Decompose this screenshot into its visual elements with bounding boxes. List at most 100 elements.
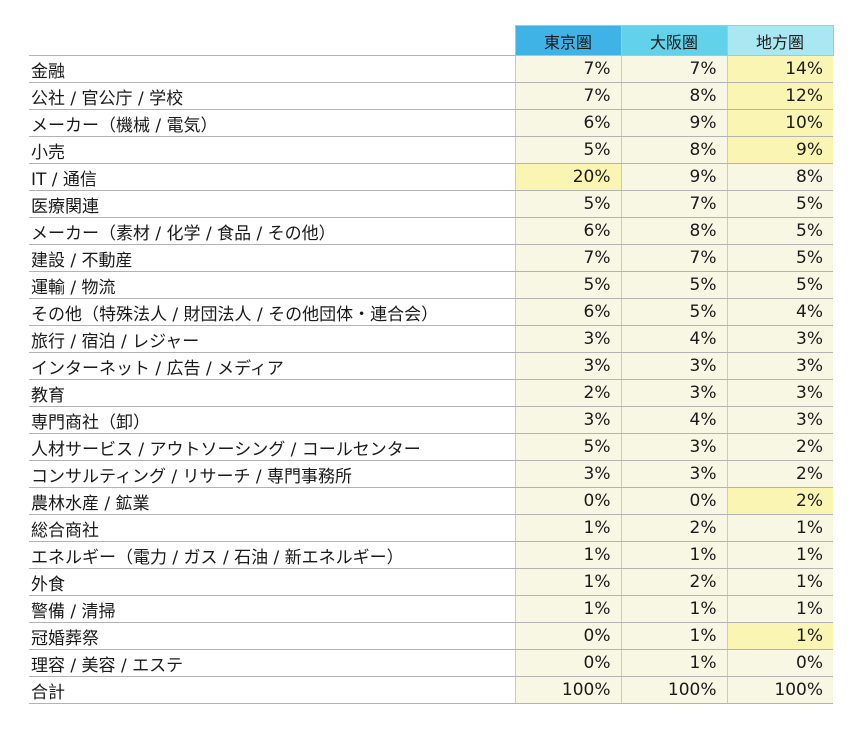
local-value: 5%	[726, 271, 833, 299]
table-row: 理容 / 美容 / エステ 0% 1% 0%	[29, 649, 833, 677]
row-label: 専門商社（卸）	[29, 406, 515, 434]
row-label: メーカー（機械 / 電気）	[29, 109, 515, 137]
tokyo-value: 6%	[514, 298, 621, 326]
local-value: 1%	[726, 541, 833, 569]
row-label: 総合商社	[29, 514, 515, 542]
local-value: 14%	[726, 55, 833, 83]
osaka-value: 9%	[620, 109, 727, 137]
tokyo-value: 0%	[514, 487, 621, 515]
osaka-value: 1%	[620, 649, 727, 677]
tokyo-value: 6%	[514, 217, 621, 245]
local-value: 2%	[726, 433, 833, 461]
row-label: 公社 / 官公庁 / 学校	[29, 82, 515, 110]
osaka-value: 5%	[620, 298, 727, 326]
osaka-value: 1%	[620, 595, 727, 623]
table-row: インターネット / 広告 / メディア 3% 3% 3%	[29, 352, 833, 380]
tokyo-value: 3%	[514, 352, 621, 380]
tokyo-value: 0%	[514, 622, 621, 650]
row-label: 理容 / 美容 / エステ	[29, 649, 515, 677]
row-label: メーカー（素材 / 化学 / 食品 / その他）	[29, 217, 515, 245]
tokyo-value: 1%	[514, 514, 621, 542]
table-row: エネルギー（電力 / ガス / 石油 / 新エネルギー） 1% 1% 1%	[29, 541, 833, 569]
table-row: 専門商社（卸） 3% 4% 3%	[29, 406, 833, 434]
row-label: 人材サービス / アウトソーシング / コールセンター	[29, 433, 515, 461]
industry-share-table: 東京圏 大阪圏 地方圏 金融 7% 7% 14% 公社 / 官公庁 / 学校 7% 8% 12…	[29, 25, 834, 704]
local-value: 4%	[726, 298, 833, 326]
row-label: その他（特殊法人 / 財団法人 / その他団体・連合会）	[29, 298, 515, 326]
osaka-value: 3%	[620, 352, 727, 380]
osaka-value: 8%	[620, 217, 727, 245]
table-row: 農林水産 / 鉱業 0% 0% 2%	[29, 487, 833, 515]
table-row: 合計 100% 100% 100%	[29, 676, 833, 704]
tokyo-value: 5%	[514, 271, 621, 299]
local-value: 3%	[726, 352, 833, 380]
osaka-value: 3%	[620, 433, 727, 461]
tokyo-value: 5%	[514, 433, 621, 461]
osaka-value: 2%	[620, 514, 727, 542]
row-label: 医療関連	[29, 190, 515, 218]
local-value: 3%	[726, 325, 833, 353]
local-value: 9%	[726, 136, 833, 164]
tokyo-value: 3%	[514, 406, 621, 434]
osaka-value: 7%	[620, 55, 727, 83]
table-row: 運輸 / 物流 5% 5% 5%	[29, 271, 833, 299]
header-row: 東京圏 大阪圏 地方圏	[29, 25, 834, 56]
table-row: コンサルティング / リサーチ / 専門事務所 3% 3% 2%	[29, 460, 833, 488]
tokyo-value: 7%	[514, 55, 621, 83]
local-value: 0%	[726, 649, 833, 677]
osaka-value: 5%	[620, 271, 727, 299]
local-value: 3%	[726, 379, 833, 407]
row-label: エネルギー（電力 / ガス / 石油 / 新エネルギー）	[29, 541, 515, 569]
table-row: 小売 5% 8% 9%	[29, 136, 833, 164]
row-label: 外食	[29, 568, 515, 596]
local-value: 2%	[726, 487, 833, 515]
row-label: 警備 / 清掃	[29, 595, 515, 623]
tokyo-value: 7%	[514, 244, 621, 272]
local-value: 10%	[726, 109, 833, 137]
osaka-value: 3%	[620, 379, 727, 407]
tokyo-value: 5%	[514, 190, 621, 218]
table-row: メーカー（素材 / 化学 / 食品 / その他） 6% 8% 5%	[29, 217, 833, 245]
osaka-value: 2%	[620, 568, 727, 596]
header-tokyo: 東京圏	[514, 25, 622, 56]
tokyo-value: 1%	[514, 595, 621, 623]
row-label: 旅行 / 宿泊 / レジャー	[29, 325, 515, 353]
local-value: 3%	[726, 406, 833, 434]
osaka-value: 1%	[620, 541, 727, 569]
row-label: インターネット / 広告 / メディア	[29, 352, 515, 380]
osaka-value: 0%	[620, 487, 727, 515]
row-label: 建設 / 不動産	[29, 244, 515, 272]
local-value: 8%	[726, 163, 833, 191]
row-label: 金融	[29, 55, 515, 83]
row-label: 運輸 / 物流	[29, 271, 515, 299]
osaka-value: 7%	[620, 244, 727, 272]
tokyo-value: 20%	[514, 163, 621, 191]
header-corner	[29, 26, 515, 56]
table-row: 総合商社 1% 2% 1%	[29, 514, 833, 542]
row-label: 合計	[29, 676, 515, 704]
header-local: 地方圏	[726, 25, 834, 56]
table-row: 建設 / 不動産 7% 7% 5%	[29, 244, 833, 272]
table-row: 警備 / 清掃 1% 1% 1%	[29, 595, 833, 623]
header-osaka: 大阪圏	[620, 25, 728, 56]
tokyo-value: 100%	[514, 676, 621, 704]
table-row: その他（特殊法人 / 財団法人 / その他団体・連合会） 6% 5% 4%	[29, 298, 833, 326]
row-label: IT / 通信	[29, 163, 515, 191]
table-row: 旅行 / 宿泊 / レジャー 3% 4% 3%	[29, 325, 833, 353]
row-label: 小売	[29, 136, 515, 164]
table-header: 東京圏 大阪圏 地方圏	[29, 25, 834, 56]
table-row: 教育 2% 3% 3%	[29, 379, 833, 407]
row-label: 教育	[29, 379, 515, 407]
table-row: 外食 1% 2% 1%	[29, 568, 833, 596]
local-value: 1%	[726, 622, 833, 650]
osaka-value: 8%	[620, 136, 727, 164]
tokyo-value: 2%	[514, 379, 621, 407]
table-row: 冠婚葬祭 0% 1% 1%	[29, 622, 833, 650]
local-value: 1%	[726, 595, 833, 623]
local-value: 5%	[726, 190, 833, 218]
tokyo-value: 5%	[514, 136, 621, 164]
osaka-value: 8%	[620, 82, 727, 110]
tokyo-value: 1%	[514, 568, 621, 596]
osaka-value: 7%	[620, 190, 727, 218]
local-value: 5%	[726, 244, 833, 272]
